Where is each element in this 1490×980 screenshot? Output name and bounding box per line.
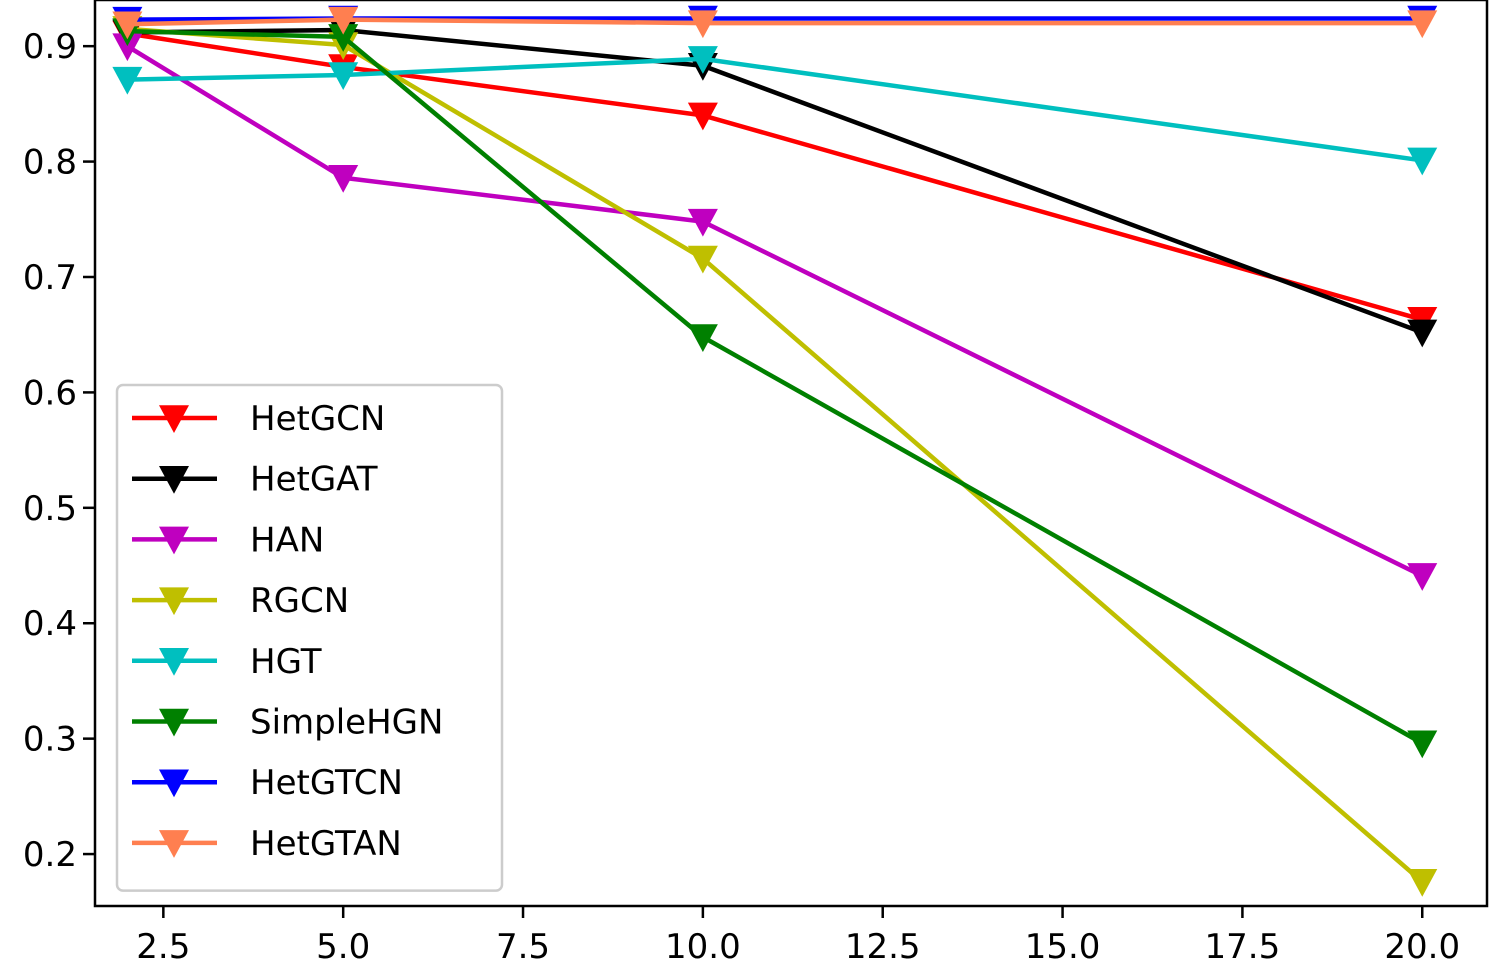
plot-frame [93,0,1489,908]
y-tick-label: 0.4 [23,604,77,644]
series-line [127,17,1423,27]
legend-entry-rgcn: RGCN [132,581,349,621]
legend-marker [159,648,189,676]
data-point [1407,563,1438,591]
data-point [687,10,718,39]
y-tick-label: 0.3 [23,720,77,760]
y-axis: 0.2 0.3 0.4 0.5 0.6 0.7 0.8 0.9 [23,27,95,875]
legend-label: HetGTAN [250,824,402,864]
legend-marker [159,769,189,798]
legend-label: RGCN [250,581,349,621]
y-tick-label: 0.2 [23,835,77,875]
legend-label: HAN [250,520,324,560]
legend-label: HetGTCN [250,763,403,803]
legend-marker [159,465,189,494]
legend-marker [159,405,189,433]
legend-label: HGT [250,642,322,682]
x-tick-label: 7.5 [496,927,550,967]
x-tick-label: 17.5 [1205,927,1281,967]
series-hetgtan [112,6,1438,40]
y-tick-label: 0.7 [23,258,77,298]
x-tick-label: 12.5 [845,927,921,967]
legend-box [115,383,504,892]
data-point [687,208,718,237]
x-tick-label: 20.0 [1384,927,1460,967]
y-tick-label: 0.5 [23,489,77,529]
data-point [328,6,359,35]
data-point [1407,147,1438,176]
legend-marker [159,526,189,555]
data-point [1407,869,1438,897]
legend-marker [159,587,189,616]
x-tick-label: 15.0 [1025,927,1101,967]
series-line [127,26,1424,884]
x-tick-label: 2.5 [136,927,190,967]
series-line [127,56,1423,163]
legend-entry-hetgtan: HetGTAN [132,824,402,864]
y-tick-label: 0.9 [23,27,77,67]
data-point [687,46,718,74]
legend-entry-han: HAN [132,520,324,560]
data-point [328,62,359,91]
data-point [1407,319,1438,348]
data-point [328,164,359,193]
data-point [112,11,143,40]
series-line [127,27,1424,335]
x-tick-label: 10.0 [665,927,741,967]
series-han [112,33,1438,591]
series-line [126,44,1424,578]
y-tick-label: 0.6 [23,373,77,413]
data-point [1407,730,1438,759]
data-point [687,245,718,274]
legend-label: HetGAT [250,460,378,500]
legend-entry-hetgcn: HetGCN [132,399,385,439]
x-axis: 2.5 5.0 7.5 10.0 12.5 15.0 17.5 20.0 [136,906,1460,967]
x-tick-label: 5.0 [316,927,370,967]
legend-label: HetGCN [250,399,385,439]
series-line [127,28,1424,746]
series-layer [112,5,1438,897]
data-point [687,324,718,353]
data-point [1407,10,1438,39]
legend-entry-hetgat: HetGAT [132,460,378,500]
data-point [687,102,718,131]
data-point [112,66,143,95]
legend-marker [159,708,189,737]
data-point [328,24,359,52]
legend-label: SimpleHGN [250,703,443,743]
legend-marker [159,830,189,858]
series-line [127,31,1423,322]
series-hgt [112,46,1438,176]
legend-entry-hgt: HGT [132,642,322,682]
series-line [127,16,1423,22]
y-tick-label: 0.8 [23,143,77,183]
legend-entry-hetgtcn: HetGTCN [132,763,403,803]
data-point [112,33,143,62]
legend-entry-simplehgn: SimpleHGN [132,703,443,743]
legend: HetGCN HetGAT HAN RGCN HGT SimpleHGN HetGTCN He… [115,383,504,892]
